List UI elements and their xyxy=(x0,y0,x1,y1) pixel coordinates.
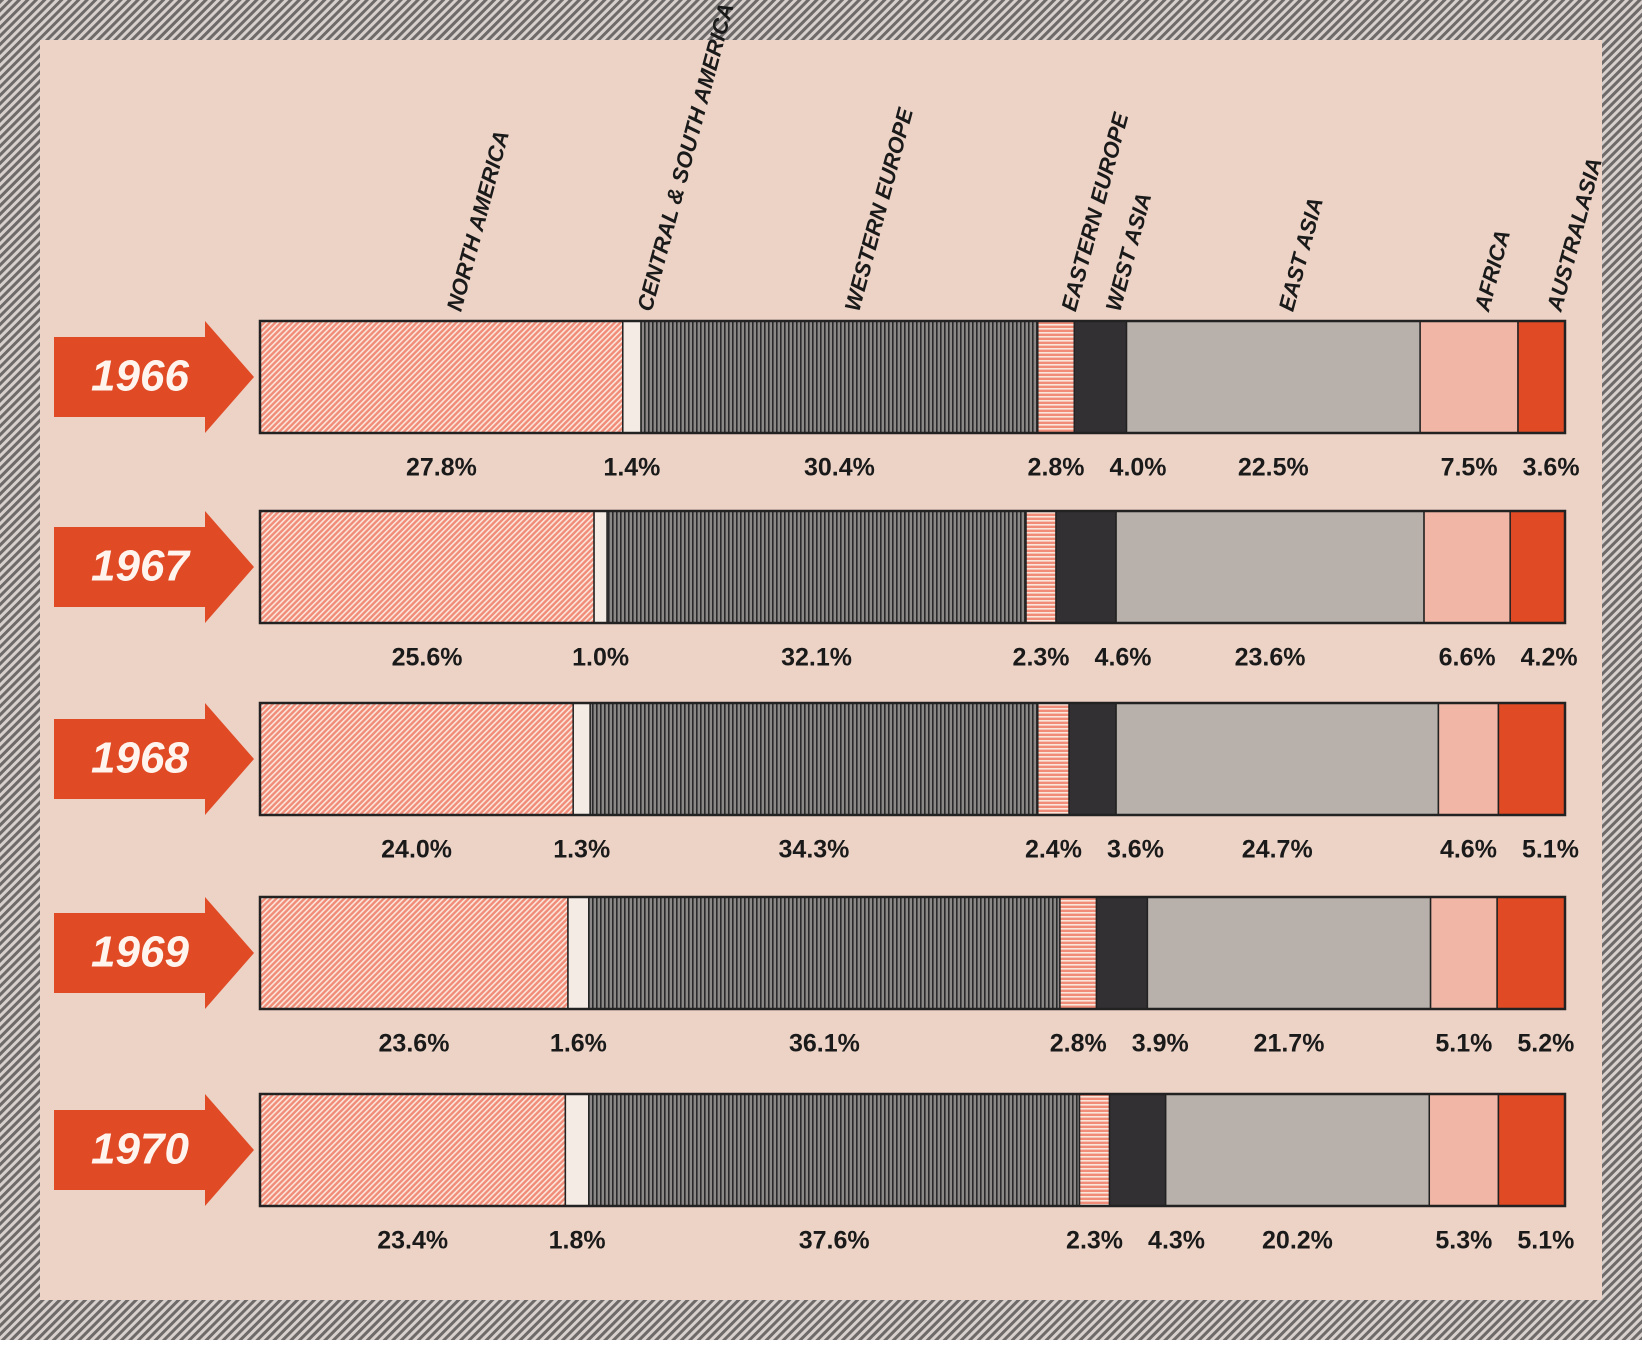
value-label: 4.2% xyxy=(1521,644,1578,672)
bar-segment xyxy=(567,896,590,1010)
value-label: 5.3% xyxy=(1435,1227,1492,1255)
bar-segment xyxy=(1517,320,1566,434)
bar-segment xyxy=(1059,896,1098,1010)
bar-segment xyxy=(1164,1093,1431,1207)
bar-segment xyxy=(1497,1093,1566,1207)
value-label: 23.6% xyxy=(379,1030,450,1058)
bar-segment xyxy=(1429,896,1498,1010)
bar-segment xyxy=(589,702,1039,816)
bar-segment xyxy=(1037,702,1070,816)
bar-segment xyxy=(1055,510,1117,624)
bar-segment xyxy=(1078,1093,1111,1207)
bar-outline xyxy=(258,509,1567,625)
value-label: 2.4% xyxy=(1025,836,1082,864)
value-label: 23.4% xyxy=(377,1227,448,1255)
value-label: 37.6% xyxy=(799,1227,870,1255)
bar-outline xyxy=(258,701,1567,817)
value-label: 4.0% xyxy=(1110,454,1167,482)
value-label: 1.3% xyxy=(553,836,610,864)
bar-segment xyxy=(259,510,595,624)
bar-segment xyxy=(1509,510,1566,624)
value-label: 22.5% xyxy=(1238,454,1309,482)
year-arrow xyxy=(54,321,254,433)
value-label: 21.7% xyxy=(1254,1030,1325,1058)
value-label: 24.0% xyxy=(381,836,452,864)
value-label: 36.1% xyxy=(789,1030,860,1058)
bar-segment xyxy=(1437,702,1500,816)
bar-segment xyxy=(640,320,1039,434)
value-label: 5.1% xyxy=(1517,1227,1574,1255)
bar-segment xyxy=(1423,510,1511,624)
value-label: 2.8% xyxy=(1050,1030,1107,1058)
value-label: 7.5% xyxy=(1441,454,1498,482)
bar-segment xyxy=(588,896,1061,1010)
value-label: 4.6% xyxy=(1440,836,1497,864)
bar-segment xyxy=(1068,702,1117,816)
year-label: 1966 xyxy=(91,352,189,401)
bar-segment xyxy=(259,320,624,434)
bar-outline xyxy=(258,895,1567,1011)
value-label: 2.8% xyxy=(1028,454,1085,482)
year-label: 1967 xyxy=(91,542,191,591)
value-label: 34.3% xyxy=(779,836,850,864)
bar-segment xyxy=(259,896,569,1010)
bar-segment xyxy=(1115,510,1425,624)
bar-segment xyxy=(1095,896,1149,1010)
bar-segment xyxy=(572,702,591,816)
year-arrow xyxy=(54,1094,254,1206)
bar-segment xyxy=(1428,1093,1500,1207)
year-arrow xyxy=(54,897,254,1009)
value-label: 25.6% xyxy=(392,644,463,672)
bar-outline xyxy=(258,1092,1567,1208)
value-label: 6.6% xyxy=(1439,644,1496,672)
value-label: 24.7% xyxy=(1242,836,1313,864)
bar-segment xyxy=(1115,702,1440,816)
bar-segment xyxy=(1108,1093,1167,1207)
value-label: 4.3% xyxy=(1148,1227,1205,1255)
value-label: 1.4% xyxy=(603,454,660,482)
bar-segment xyxy=(1496,896,1566,1010)
bar-segment xyxy=(1419,320,1519,434)
value-label: 23.6% xyxy=(1235,644,1306,672)
value-label: 3.6% xyxy=(1523,454,1580,482)
bar-segment xyxy=(1073,320,1128,434)
value-label: 20.2% xyxy=(1262,1227,1333,1255)
bar-segment xyxy=(622,320,642,434)
value-label: 1.8% xyxy=(549,1227,606,1255)
value-label: 5.2% xyxy=(1517,1030,1574,1058)
value-label: 4.6% xyxy=(1095,644,1152,672)
bar-segment xyxy=(259,1093,567,1207)
value-label: 3.6% xyxy=(1107,836,1164,864)
bar-segment xyxy=(1025,510,1057,624)
value-label: 32.1% xyxy=(781,644,852,672)
bar-segment xyxy=(1146,896,1432,1010)
value-label: 30.4% xyxy=(804,454,875,482)
value-label: 2.3% xyxy=(1013,644,1070,672)
bar-segment xyxy=(588,1093,1081,1207)
bar-segment xyxy=(564,1093,590,1207)
value-label: 5.1% xyxy=(1435,1030,1492,1058)
bar-outline xyxy=(258,319,1567,435)
bar-segment xyxy=(593,510,608,624)
background xyxy=(40,40,1602,1300)
value-label: 5.1% xyxy=(1522,836,1579,864)
value-label: 3.9% xyxy=(1132,1030,1189,1058)
bar-segment xyxy=(1125,320,1421,434)
bar-segment xyxy=(1037,320,1076,434)
year-label: 1968 xyxy=(91,734,189,783)
year-arrow xyxy=(54,703,254,815)
bar-segment xyxy=(259,702,574,816)
year-arrow xyxy=(54,511,254,623)
value-label: 1.6% xyxy=(550,1030,607,1058)
bar-segment xyxy=(1497,702,1566,816)
value-label: 27.8% xyxy=(406,454,477,482)
year-label: 1970 xyxy=(91,1125,189,1174)
value-label: 1.0% xyxy=(572,644,629,672)
value-label: 2.3% xyxy=(1066,1227,1123,1255)
year-label: 1969 xyxy=(91,928,189,977)
bar-segment xyxy=(606,510,1027,624)
